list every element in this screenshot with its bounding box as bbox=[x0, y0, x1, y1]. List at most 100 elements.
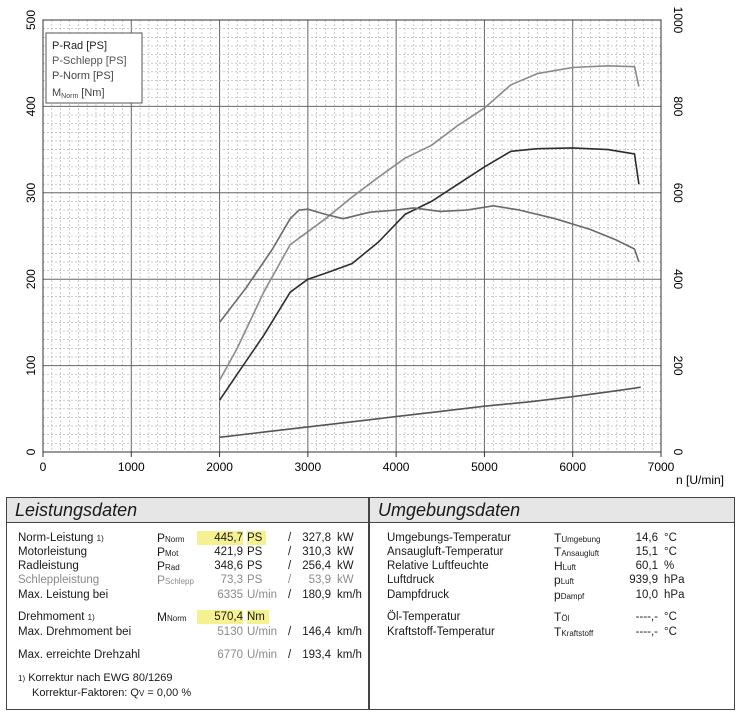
row-unit-2: km/h bbox=[337, 626, 362, 638]
row-unit: °C bbox=[664, 626, 677, 638]
row-unit-2: kW bbox=[337, 532, 354, 544]
row-unit-1: PS bbox=[247, 574, 263, 586]
y-left-tick-label: 500 bbox=[24, 10, 38, 30]
footnote-1: 1) Korrektur nach EWG 80/1269 bbox=[18, 672, 173, 684]
leistungsdaten-panel: Leistungsdaten Norm-Leistung 1) PNorm 445,… bbox=[6, 497, 369, 710]
row-label: Luftdruck bbox=[387, 574, 435, 586]
umgebungsdaten-panel: Umgebungsdaten Umgebungs-Temperatur TUmge… bbox=[369, 497, 735, 710]
row-symbol: MNorm bbox=[157, 610, 187, 624]
row-unit: °C bbox=[664, 611, 677, 623]
chart-grid bbox=[43, 20, 661, 452]
x-tick-label: 6000 bbox=[559, 460, 586, 474]
row-label: Dampfdruck bbox=[387, 589, 449, 601]
x-tick-label: 1000 bbox=[118, 460, 145, 474]
row-value-2: 327,8 bbox=[302, 532, 331, 544]
row-value-2: 193,4 bbox=[302, 649, 331, 661]
row-label: Max. erreichte Drehzahl bbox=[18, 649, 141, 661]
row-unit-1: PS bbox=[247, 560, 263, 572]
row-value-2: 310,3 bbox=[302, 546, 331, 558]
y-right-tick-label: 800 bbox=[671, 96, 685, 116]
row-label: Radleistung bbox=[18, 560, 79, 572]
row-value-1: 6770 bbox=[217, 649, 243, 661]
footnote-2: Korrektur-Faktoren: QV = 0,00 % bbox=[32, 687, 192, 699]
row-unit-1: U/min bbox=[247, 649, 278, 661]
plot-frame bbox=[42, 19, 662, 453]
row-value-1: 73,3 bbox=[220, 574, 243, 586]
row-label: Motorleistung bbox=[18, 546, 88, 558]
row-unit-2: kW bbox=[337, 546, 354, 558]
row-label: Umgebungs-Temperatur bbox=[387, 532, 512, 544]
row-separator: / bbox=[288, 532, 292, 544]
row-separator: / bbox=[288, 560, 292, 572]
legend-p-norm: P-Norm [PS] bbox=[52, 70, 114, 82]
row-separator: / bbox=[288, 589, 292, 601]
row-label: Kraftstoff-Temperatur bbox=[387, 626, 495, 638]
row-unit-2: km/h bbox=[337, 589, 362, 601]
y-right-tick-label: 1000 bbox=[671, 7, 685, 34]
row-value: 10,0 bbox=[635, 589, 658, 601]
y-left-tick-label: 400 bbox=[24, 96, 38, 116]
row-symbol: PMot bbox=[157, 545, 179, 559]
row-label: Norm-Leistung 1) bbox=[18, 532, 104, 544]
x-tick-label: 7000 bbox=[648, 460, 675, 474]
legend: P-Rad [PS] P-Schlepp [PS] P-Norm [PS] MN… bbox=[45, 32, 143, 104]
row-symbol: TAnsaugluft bbox=[554, 545, 600, 559]
row-label: Ansaugluft-Temperatur bbox=[387, 546, 504, 558]
leistungsdaten-title: Leistungsdaten bbox=[7, 498, 368, 523]
x-tick-label: 3000 bbox=[295, 460, 322, 474]
y-right-tick-label: 600 bbox=[671, 183, 685, 203]
tick-labels: 0 1000 2000 3000 4000 5000 6000 700001002003004… bbox=[24, 7, 685, 474]
row-value: 14,6 bbox=[635, 532, 658, 544]
row-unit-1: U/min bbox=[247, 589, 278, 601]
row-unit: °C bbox=[664, 532, 677, 544]
series-line-p-norm-ps bbox=[218, 65, 640, 381]
row-unit-1: U/min bbox=[247, 626, 278, 638]
y-left-tick-label: 200 bbox=[24, 269, 38, 289]
y-left-tick-label: 300 bbox=[24, 182, 38, 202]
legend-p-schlepp: P-Schlepp [PS] bbox=[52, 55, 127, 67]
row-unit: °C bbox=[664, 546, 677, 558]
row-unit: hPa bbox=[664, 589, 685, 601]
row-value: 939,9 bbox=[629, 574, 658, 586]
row-value-1: 570,4 bbox=[197, 610, 243, 624]
row-value: 15,1 bbox=[635, 546, 658, 558]
y-right-tick-label: 0 bbox=[671, 449, 685, 456]
row-value: ----,- bbox=[635, 611, 658, 623]
row-value-2: 256,4 bbox=[302, 560, 331, 572]
row-value-1: 421,9 bbox=[214, 546, 243, 558]
row-unit-1: Nm bbox=[247, 610, 269, 624]
y-right-tick-label: 400 bbox=[671, 269, 685, 289]
row-value-1: 6335 bbox=[217, 589, 243, 601]
row-separator: / bbox=[288, 649, 292, 661]
row-label: Schleppleistung bbox=[18, 574, 100, 586]
y-left-tick-label: 0 bbox=[24, 448, 38, 455]
row-symbol: TUmgebung bbox=[554, 531, 601, 545]
row-separator: / bbox=[288, 626, 292, 638]
row-symbol: PRad bbox=[157, 559, 180, 573]
legend-p-rad: P-Rad [PS] bbox=[52, 40, 107, 52]
row-value: ----,- bbox=[635, 626, 658, 638]
row-value-2: 146,4 bbox=[302, 626, 331, 638]
row-separator: / bbox=[288, 574, 292, 586]
x-tick-label: 4000 bbox=[383, 460, 410, 474]
row-separator: / bbox=[288, 546, 292, 558]
legend-m-norm: MNorm [Nm] bbox=[52, 87, 105, 100]
series-line-p-schlepp-ps bbox=[219, 386, 641, 439]
umgebungsdaten-title: Umgebungsdaten bbox=[370, 498, 734, 523]
row-value-1: 5130 bbox=[217, 626, 243, 638]
x-axis-label: n [U/min] bbox=[676, 473, 724, 487]
row-symbol: HLuft bbox=[554, 559, 577, 573]
row-unit-2: kW bbox=[337, 574, 354, 586]
row-symbol: TKraftstoff bbox=[554, 625, 594, 639]
y-right-tick-label: 200 bbox=[671, 356, 685, 376]
x-tick-label: 2000 bbox=[206, 460, 233, 474]
row-value-1: 348,6 bbox=[214, 560, 243, 572]
row-symbol: PNorm bbox=[157, 531, 185, 545]
dyno-chart: 0 1000 2000 3000 4000 5000 6000 700001002003004… bbox=[24, 7, 724, 487]
row-value-1: 445,7 bbox=[197, 531, 243, 545]
row-label: Max. Drehmoment bei bbox=[18, 626, 132, 638]
row-label: Relative Luftfeuchte bbox=[387, 560, 489, 572]
row-unit-1: PS bbox=[247, 546, 263, 558]
series-line-m-norm-nm bbox=[218, 205, 640, 323]
y-left-tick-label: 100 bbox=[24, 355, 38, 375]
